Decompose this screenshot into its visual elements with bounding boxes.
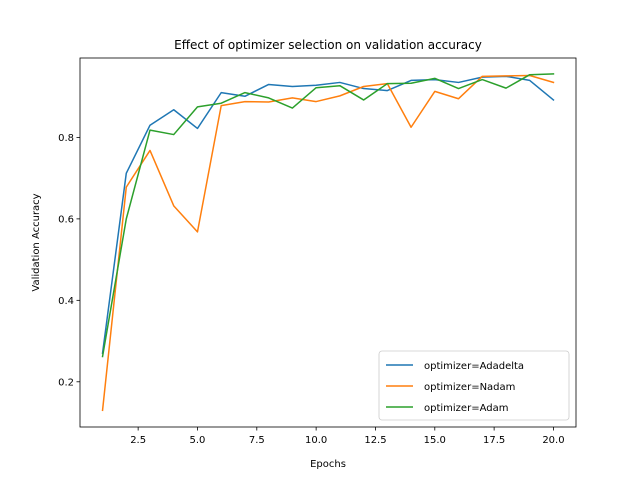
y-tick-label: 0.4 [58,296,74,307]
legend-box [378,350,570,421]
x-tick-label: 2.5 [130,435,146,446]
plot-lines [101,73,555,412]
legend-label-2: optimizer=Adam [424,403,508,414]
series-line-1 [101,74,555,412]
plot-frame [79,57,577,428]
legend: optimizer=Adadelta optimizer=Nadam optimiz… [378,350,570,421]
legend-label-1: optimizer=Nadam [424,382,515,393]
x-tick-label: 7.5 [249,435,265,446]
y-axis-ticks: 0.2 0.4 0.6 0.8 [58,133,80,388]
y-tick-label: 0.6 [58,214,74,225]
y-tick-label: 0.2 [58,377,74,388]
x-tick-label: 5.0 [190,435,206,446]
chart-title: Effect of optimizer selection on validat… [174,38,482,52]
x-axis-ticks: 2.5 5.0 7.5 10.0 12.5 15.0 17.5 20.0 [130,427,565,446]
series-line-2 [101,73,555,358]
y-axis-label: Validation Accuracy [31,193,42,291]
x-tick-label: 10.0 [305,435,327,446]
x-tick-label: 20.0 [542,435,564,446]
x-tick-label: 12.5 [364,435,386,446]
y-tick-label: 0.8 [58,133,74,144]
x-tick-label: 17.5 [483,435,505,446]
series-line-0 [101,75,555,355]
legend-label-0: optimizer=Adadelta [424,361,524,372]
x-axis-label: Epochs [310,459,346,470]
x-tick-label: 15.0 [424,435,446,446]
